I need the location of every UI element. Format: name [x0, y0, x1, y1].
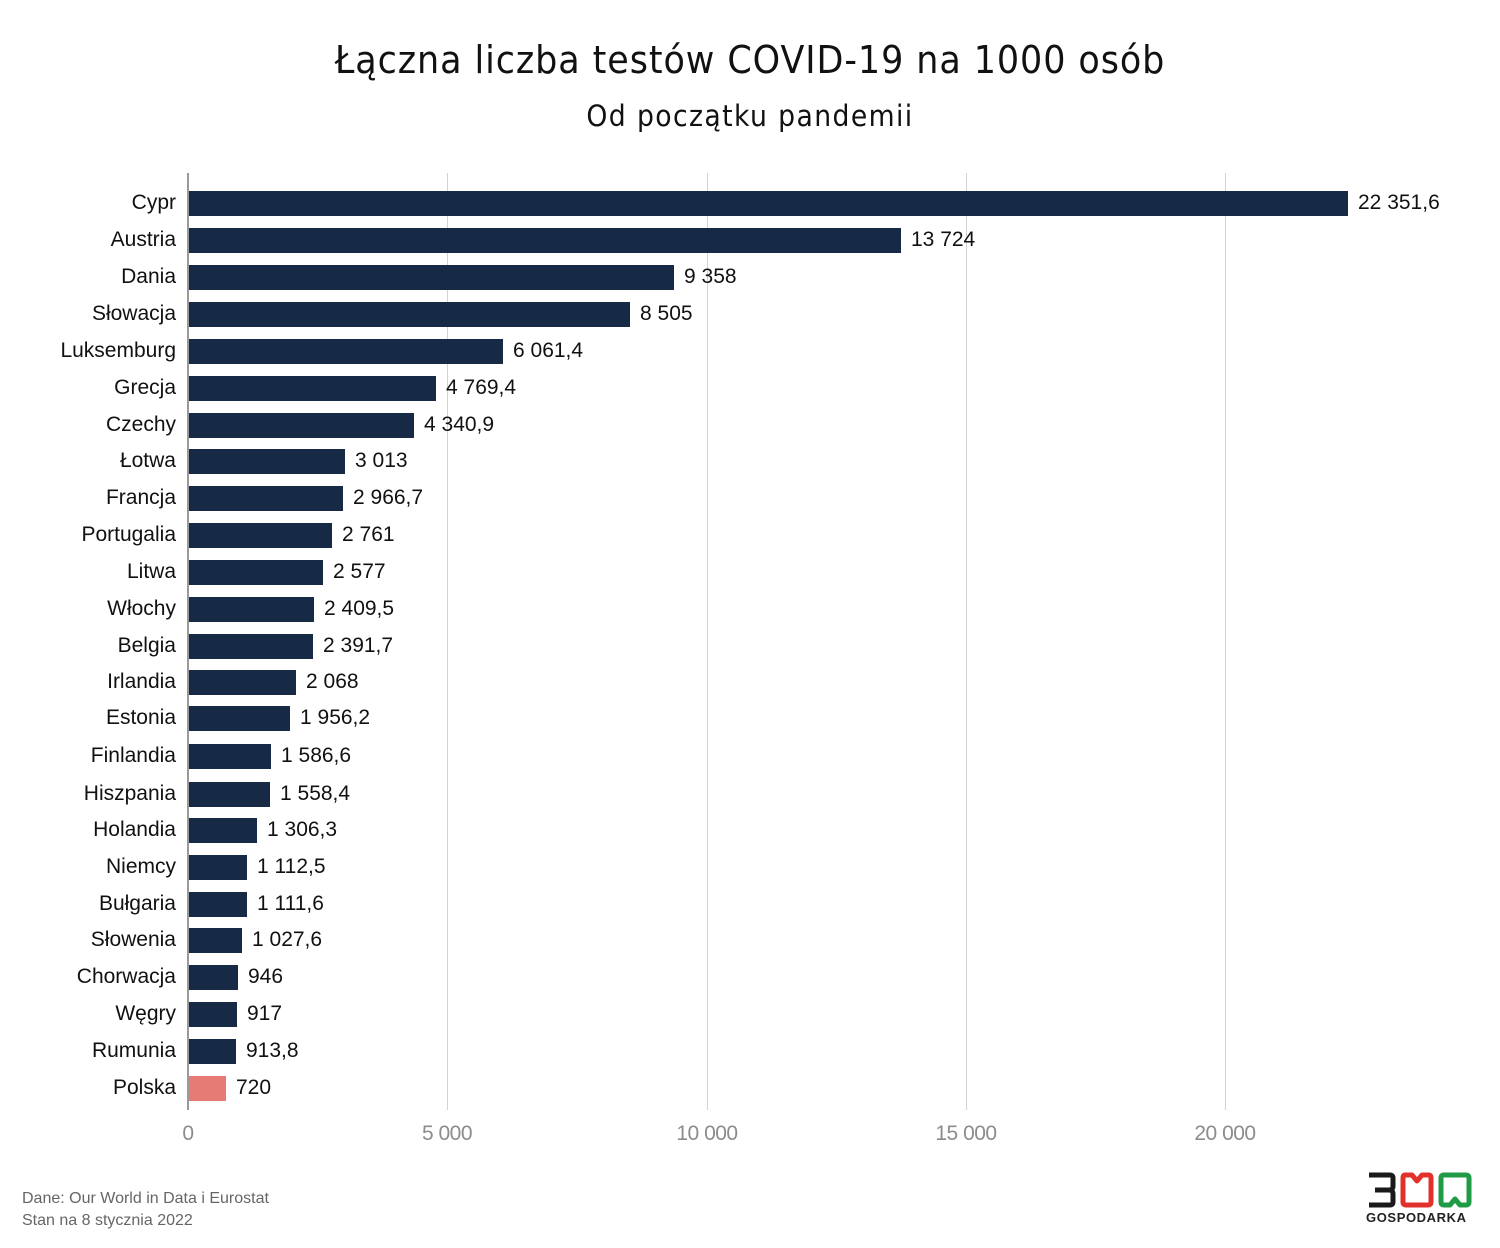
bar	[189, 634, 313, 659]
gridline	[966, 173, 967, 1110]
x-tick-label: 5 000	[421, 1122, 473, 1145]
category-label: Polska	[112, 1076, 176, 1099]
bar	[189, 376, 436, 401]
category-label: Bułgaria	[98, 892, 176, 915]
value-label: 2 577	[333, 560, 386, 583]
bar	[189, 892, 247, 917]
chart-subtitle: Od początku pandemii	[586, 99, 914, 133]
bar	[189, 449, 345, 474]
bar	[189, 191, 1348, 216]
bar	[189, 1002, 237, 1027]
source-line: Dane: Our World in Data i Eurostat	[22, 1190, 269, 1207]
chart-title: Łączna liczba testów COVID-19 na 1000 os…	[334, 38, 1166, 82]
bar	[189, 523, 332, 548]
category-label: Czechy	[105, 413, 176, 436]
category-label: Włochy	[107, 597, 176, 620]
value-label: 913,8	[246, 1039, 299, 1062]
category-label: Holandia	[93, 818, 176, 841]
category-label: Hiszpania	[83, 782, 176, 805]
logo-zero-red-icon	[1400, 1172, 1434, 1208]
category-label: Belgia	[117, 634, 176, 657]
x-tick-label: 10 000	[676, 1122, 738, 1145]
value-label: 720	[236, 1076, 272, 1099]
category-label: Słowenia	[90, 928, 176, 951]
category-label: Słowacja	[91, 302, 176, 325]
value-label: 6 061,4	[513, 339, 584, 362]
value-label: 2 966,7	[353, 486, 424, 509]
category-label: Węgry	[115, 1002, 176, 1025]
category-label: Irlandia	[107, 670, 176, 693]
bar	[189, 486, 343, 511]
category-label: Cypr	[131, 191, 176, 214]
bar	[189, 413, 414, 438]
bar	[189, 597, 314, 622]
category-label: Estonia	[105, 706, 176, 729]
source-note: Dane: Our World in Data i Eurostat Stan …	[22, 1188, 269, 1232]
bar	[189, 928, 242, 953]
x-tick-label: 15 000	[935, 1122, 997, 1145]
bar	[189, 782, 270, 807]
bar	[189, 670, 296, 695]
category-label: Chorwacja	[76, 965, 176, 988]
brand-logo: GOSPODARKA	[1366, 1172, 1478, 1236]
category-label: Dania	[121, 265, 176, 288]
bar	[189, 1076, 226, 1101]
value-label: 1 112,5	[257, 855, 326, 878]
category-label: Francja	[105, 486, 176, 509]
x-tick-label: 20 000	[1194, 1122, 1256, 1145]
bar	[189, 818, 257, 843]
category-label: Niemcy	[105, 855, 176, 878]
value-label: 3 013	[355, 449, 408, 472]
gridline	[707, 173, 708, 1110]
x-tick-label: 0	[182, 1122, 194, 1145]
value-label: 2 391,7	[323, 634, 394, 657]
category-label: Luksemburg	[60, 339, 176, 362]
bar	[189, 302, 630, 327]
bar	[189, 744, 271, 769]
gridline	[447, 173, 448, 1110]
category-label: Litwa	[126, 560, 176, 583]
bar	[189, 706, 290, 731]
value-label: 22 351,6	[1358, 191, 1440, 214]
value-label: 8 505	[640, 302, 693, 325]
y-axis-line	[187, 173, 189, 1110]
value-label: 1 586,6	[281, 744, 352, 767]
date-line: Stan na 8 stycznia 2022	[22, 1212, 193, 1229]
category-label: Grecja	[114, 376, 176, 399]
bar	[189, 965, 238, 990]
bar	[189, 1039, 236, 1064]
value-label: 4 340,9	[424, 413, 495, 436]
category-label: Rumunia	[91, 1039, 176, 1062]
value-label: 2 068	[306, 670, 359, 693]
category-label: Austria	[110, 228, 176, 251]
value-label: 1 306,3	[267, 818, 338, 841]
value-label: 4 769,4	[446, 376, 517, 399]
value-label: 2 761	[342, 523, 395, 546]
bar	[189, 855, 247, 880]
value-label: 1 027,6	[252, 928, 323, 951]
logo-three-icon	[1369, 1172, 1396, 1208]
value-label: 1 956,2	[300, 706, 371, 729]
logo-digits-icon	[1366, 1172, 1478, 1208]
category-label: Portugalia	[81, 523, 176, 546]
logo-text: GOSPODARKA	[1366, 1210, 1467, 1225]
category-label: Finlandia	[90, 744, 176, 767]
bar	[189, 560, 323, 585]
gridline	[1225, 173, 1226, 1110]
value-label: 1 111,6	[257, 892, 324, 915]
logo-zero-green-icon	[1438, 1172, 1472, 1208]
value-label: 1 558,4	[280, 782, 351, 805]
bar	[189, 339, 503, 364]
value-label: 2 409,5	[324, 597, 395, 620]
value-label: 917	[247, 1002, 283, 1025]
bar	[189, 265, 674, 290]
value-label: 9 358	[684, 265, 737, 288]
value-label: 946	[248, 965, 284, 988]
bar	[189, 228, 901, 253]
value-label: 13 724	[911, 228, 976, 251]
category-label: Łotwa	[119, 449, 176, 472]
